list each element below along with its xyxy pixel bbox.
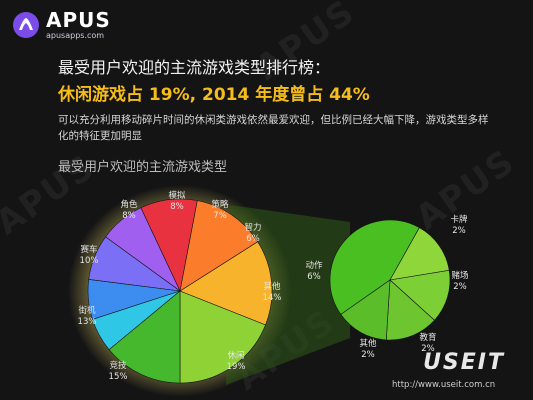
pie-slice-休闲 xyxy=(179,290,266,384)
value-label: 2% xyxy=(453,282,467,292)
highlight-text: 休闲游戏占 19%, 2014 年度曾占 44% xyxy=(58,85,370,105)
value-label: 10% xyxy=(80,256,99,266)
useit-logo: USEIT xyxy=(423,350,505,375)
category-label: 其他 xyxy=(263,281,281,292)
category-label: 赛车 xyxy=(80,244,97,255)
value-label: 19% xyxy=(227,362,246,372)
pie-slice-卡牌 xyxy=(389,227,450,281)
value-label: 14% xyxy=(263,293,282,303)
category-label: 卡牌 xyxy=(450,214,468,225)
pie-slice-动作 xyxy=(329,219,420,315)
pie-slice-街机 xyxy=(179,200,259,292)
category-label: 策略 xyxy=(211,199,229,210)
pie-slice-赌场 xyxy=(389,269,451,321)
category-label: 其他 xyxy=(359,338,377,349)
chart-title: 最受用户欢迎的主流游戏类型 xyxy=(58,160,228,175)
pie-slice-其他 xyxy=(108,290,181,384)
pie-slice-其他 xyxy=(340,279,391,341)
page-title: 最受用户欢迎的主流游戏类型排行榜： xyxy=(58,58,331,77)
category-label: 智力 xyxy=(244,222,261,233)
pie-slice-教育 xyxy=(385,279,435,341)
apus-logo-icon xyxy=(13,12,39,38)
value-label: 6% xyxy=(307,272,321,282)
value-label: 8% xyxy=(170,202,184,212)
category-label: 休闲 xyxy=(227,350,244,361)
brand-name: APUS xyxy=(46,8,111,32)
description-text: 可以充分利用移动碎片时间的休闲类游戏依然最爱欢迎，但比例已经大幅下降，游戏类型多… xyxy=(58,114,489,142)
value-label: 7% xyxy=(213,211,227,221)
category-label: 角色 xyxy=(120,199,138,210)
value-label: 8% xyxy=(122,211,136,221)
value-label: 2% xyxy=(421,344,435,354)
value-label: 2% xyxy=(452,226,466,236)
brand: APUS apusapps.com xyxy=(12,10,111,40)
brand-url: apusapps.com xyxy=(46,31,105,40)
category-label: 教育 xyxy=(419,332,436,343)
footer-url: http://www.useit.com.cn xyxy=(392,380,496,390)
sub-pie xyxy=(329,219,451,341)
value-label: 2% xyxy=(361,350,375,360)
category-label: 赌场 xyxy=(451,270,468,281)
value-label: 15% xyxy=(109,372,128,382)
category-label: 竞技 xyxy=(109,360,127,371)
value-label: 13% xyxy=(78,317,97,327)
category-label: 街机 xyxy=(78,305,96,316)
main-pie xyxy=(87,198,273,384)
category-label: 模拟 xyxy=(168,190,186,201)
value-label: 6% xyxy=(246,234,260,244)
pie-slice-竞技 xyxy=(179,241,273,326)
category-label: 动作 xyxy=(305,260,323,271)
